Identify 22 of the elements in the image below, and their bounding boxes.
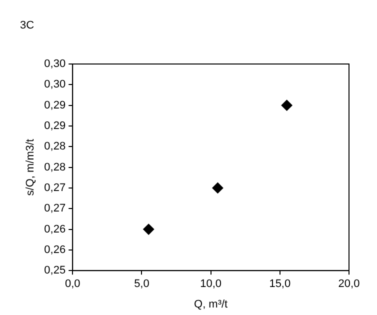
y-tick-label: 0,29 bbox=[44, 99, 66, 112]
y-tick-label: 0,30 bbox=[44, 78, 66, 91]
y-tick-label: 0,25 bbox=[44, 264, 66, 277]
y-tick-label: 0,26 bbox=[44, 223, 66, 236]
point bbox=[143, 224, 154, 235]
x-tick-label: 20,0 bbox=[338, 278, 360, 290]
x-axis-title: Q, m³/t bbox=[194, 298, 228, 310]
y-tick-label: 0,26 bbox=[44, 244, 66, 256]
y-tick-label: 0,27 bbox=[44, 202, 66, 215]
y-tick-label: 0,28 bbox=[44, 161, 66, 174]
y-tick-label: 0,28 bbox=[44, 140, 66, 153]
x-tick-label: 0,0 bbox=[64, 278, 80, 290]
text: 3C bbox=[20, 20, 34, 32]
x-tick-label: 15,0 bbox=[269, 278, 291, 290]
y-axis-title: s/Q, m/m3/t bbox=[24, 138, 37, 196]
y-tick-label: 0,30 bbox=[44, 58, 66, 70]
point bbox=[281, 100, 292, 111]
x-tick-label: 10,0 bbox=[200, 278, 222, 290]
y-tick-label: 0,27 bbox=[44, 182, 66, 194]
point bbox=[212, 182, 224, 194]
y-tick-label: 0,29 bbox=[44, 120, 66, 132]
x-tick-label: 5,0 bbox=[134, 278, 150, 290]
